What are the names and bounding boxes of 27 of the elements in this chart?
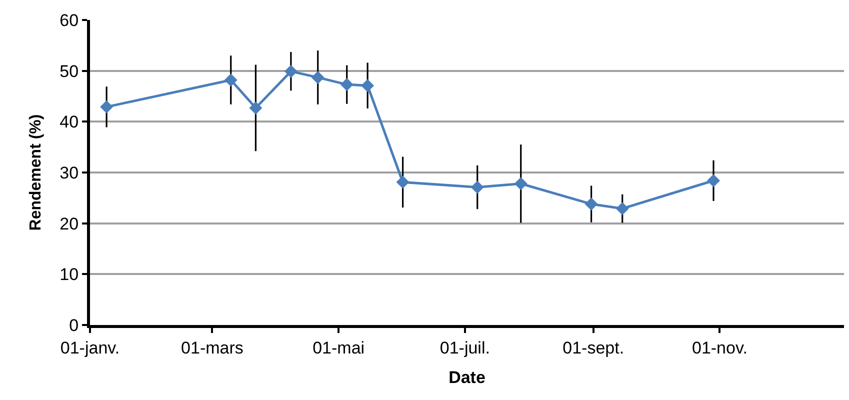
point [249, 101, 262, 114]
x-tick-label: 01-mai [312, 338, 365, 358]
point [284, 64, 298, 78]
x-tick-label: 01-janv. [60, 338, 120, 358]
point [616, 202, 629, 216]
x-tick-label: 01-nov. [692, 338, 748, 358]
y-axis-title: Rendement (%) [28, 114, 45, 231]
point [470, 180, 484, 194]
y-tick-label: 50 [60, 62, 79, 81]
y-tick-label: 60 [60, 10, 79, 30]
point [514, 177, 528, 190]
y-tick-label: 40 [60, 112, 79, 132]
point [224, 73, 238, 86]
x-tick-label: 01-juil. [440, 338, 490, 358]
y-tick-label: 30 [60, 163, 79, 182]
point [707, 174, 720, 188]
x-tick-label: 01-sept. [562, 338, 624, 358]
x-tick-label: 01-mars [181, 338, 244, 358]
point [361, 79, 374, 92]
point [340, 78, 354, 92]
y-tick-label: 20 [60, 214, 79, 234]
point [584, 198, 598, 211]
point [311, 70, 324, 84]
point [396, 176, 410, 189]
x-axis-title: Date [448, 368, 486, 387]
y-tick-label: 10 [60, 265, 79, 284]
y-tick-label: 0 [69, 316, 79, 335]
